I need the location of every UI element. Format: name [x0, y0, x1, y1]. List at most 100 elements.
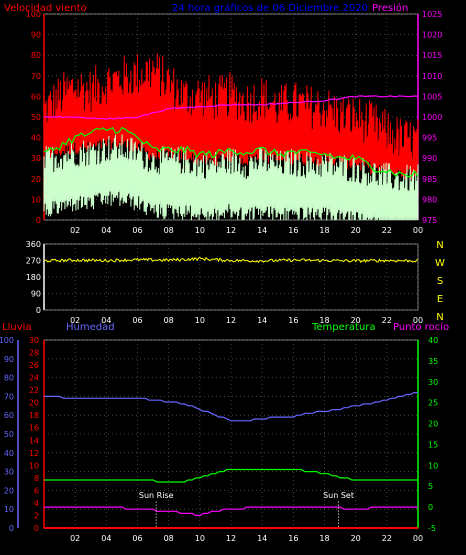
left-y-tick-label: 10: [31, 195, 41, 204]
x-tick-label: 12: [226, 534, 236, 543]
temperature-y-tick-label: 40: [428, 336, 438, 345]
right-y-tick-label: 985: [422, 175, 437, 184]
rain-y-tick-label: 0: [34, 524, 39, 533]
humidity-y-tick-label: 80: [4, 374, 14, 383]
right-y-tick-label: 1020: [422, 31, 442, 40]
x-tick-label: 12: [226, 316, 236, 325]
humidity-series: [44, 392, 418, 422]
compass-label: E: [437, 294, 443, 305]
right-y-tick-label: 1005: [422, 92, 442, 101]
x-tick-label: 12: [226, 226, 236, 235]
humidity-y-tick-label: 30: [4, 468, 14, 477]
x-tick-label: 08: [164, 226, 174, 235]
wind-pressure-panel: 02 04 06 08 10 12 14 16 18 20 22 000102030405060708…: [26, 10, 443, 235]
rain-y-tick-label: 20: [29, 399, 39, 408]
left-y-tick-label: 60: [31, 92, 41, 101]
chart-title: 24 hora gráficos de 06 Diciembre 2020: [172, 2, 368, 14]
x-tick-label: 04: [101, 226, 111, 235]
x-tick-label: 00: [413, 316, 423, 325]
rain-y-tick-label: 6: [34, 486, 39, 495]
x-tick-label: 04: [101, 316, 111, 325]
wind-average-series: [43, 126, 419, 178]
x-tick-label: 10: [195, 316, 205, 325]
left-y-tick-label: 70: [31, 72, 41, 81]
right-y-tick-label: 975: [422, 216, 437, 225]
dewpoint-axis-title: Punto rocío: [393, 321, 449, 333]
x-tick-label: 16: [288, 226, 298, 235]
humidity-y-tick-label: 60: [4, 411, 14, 420]
x-tick-label: 02: [70, 534, 80, 543]
right-y-tick-label: 990: [422, 154, 437, 163]
x-tick-label: 14: [257, 534, 267, 543]
temperature-y-tick-label: 10: [428, 461, 438, 470]
x-tick-label: 20: [351, 534, 361, 543]
wind-speed-axis-title: Velocidad viento: [4, 3, 87, 14]
compass-label: N: [436, 240, 443, 251]
left-y-tick-label: 20: [31, 175, 41, 184]
temperature-series: [44, 468, 418, 483]
humidity-y-tick-label: 70: [4, 392, 14, 401]
temperature-y-tick-label: 15: [428, 440, 438, 449]
wind-direction-series: [43, 256, 419, 264]
sun-set-label: Sun Set: [323, 491, 354, 500]
rain-y-tick-label: 14: [29, 436, 39, 445]
rain-y-tick-label: 16: [29, 424, 39, 433]
humidity-y-tick-label: 0: [9, 524, 14, 533]
x-tick-label: 22: [382, 316, 392, 325]
direction-y-tick-label: 0: [36, 306, 41, 315]
temperature-y-tick-label: 5: [428, 482, 433, 491]
x-tick-label: 00: [413, 226, 423, 235]
right-y-tick-label: 1000: [422, 113, 442, 122]
x-tick-label: 08: [164, 534, 174, 543]
compass-label: S: [437, 276, 443, 287]
rain-y-tick-label: 18: [29, 411, 39, 420]
wind-speed-series: [43, 53, 419, 180]
direction-y-tick-label: 360: [26, 240, 41, 249]
left-y-tick-label: 90: [31, 31, 41, 40]
temperature-y-tick-label: 20: [428, 420, 438, 429]
pressure-axis-title: Presión: [372, 2, 408, 14]
x-tick-label: 18: [319, 316, 329, 325]
rain-y-tick-label: 12: [29, 449, 39, 458]
humidity-y-tick-label: 50: [4, 430, 14, 439]
x-tick-label: 22: [382, 226, 392, 235]
humidity-y-tick-label: 10: [4, 505, 14, 514]
right-y-tick-label: 1015: [422, 51, 442, 60]
x-tick-label: 22: [382, 534, 392, 543]
rain-axis-title: Lluvia: [2, 322, 32, 333]
humidity-y-tick-label: 40: [4, 449, 14, 458]
dewpoint-series: [44, 506, 418, 517]
wind-low-series: [43, 134, 419, 221]
left-y-tick-label: 40: [31, 134, 41, 143]
rain-y-tick-label: 4: [34, 499, 39, 508]
right-y-tick-label: 1010: [422, 72, 442, 81]
x-tick-label: 04: [101, 534, 111, 543]
compass-label: N: [436, 312, 443, 323]
sun-rise-label: Sun Rise: [139, 491, 174, 500]
x-tick-label: 18: [319, 226, 329, 235]
direction-y-tick-label: 270: [26, 257, 41, 266]
left-y-tick-label: 80: [31, 51, 41, 60]
x-tick-label: 00: [413, 534, 423, 543]
right-y-tick-label: 1025: [422, 10, 442, 19]
compass-label: W: [435, 258, 445, 269]
right-y-tick-label: 995: [422, 134, 437, 143]
humidity-y-tick-label: 20: [4, 486, 14, 495]
x-tick-label: 16: [288, 534, 298, 543]
humidity-axis-title: Humedad: [66, 322, 115, 333]
humidity-y-tick-label: 90: [4, 355, 14, 364]
direction-y-tick-label: 180: [26, 273, 41, 282]
x-tick-label: 18: [319, 534, 329, 543]
rain-y-tick-label: 24: [29, 374, 39, 383]
rain-y-tick-label: 8: [34, 474, 39, 483]
direction-y-tick-label: 90: [31, 290, 41, 299]
humidity-temperature-panel: 02 04 06 08 10 12 14 16 18 20 22 000102030405060708…: [0, 336, 438, 543]
left-y-tick-label: 50: [31, 113, 41, 122]
right-y-tick-label: 980: [422, 195, 437, 204]
humidity-y-tick-label: 100: [0, 336, 14, 345]
rain-y-tick-label: 2: [34, 511, 39, 520]
x-tick-label: 20: [351, 226, 361, 235]
rain-y-tick-label: 30: [29, 336, 39, 345]
